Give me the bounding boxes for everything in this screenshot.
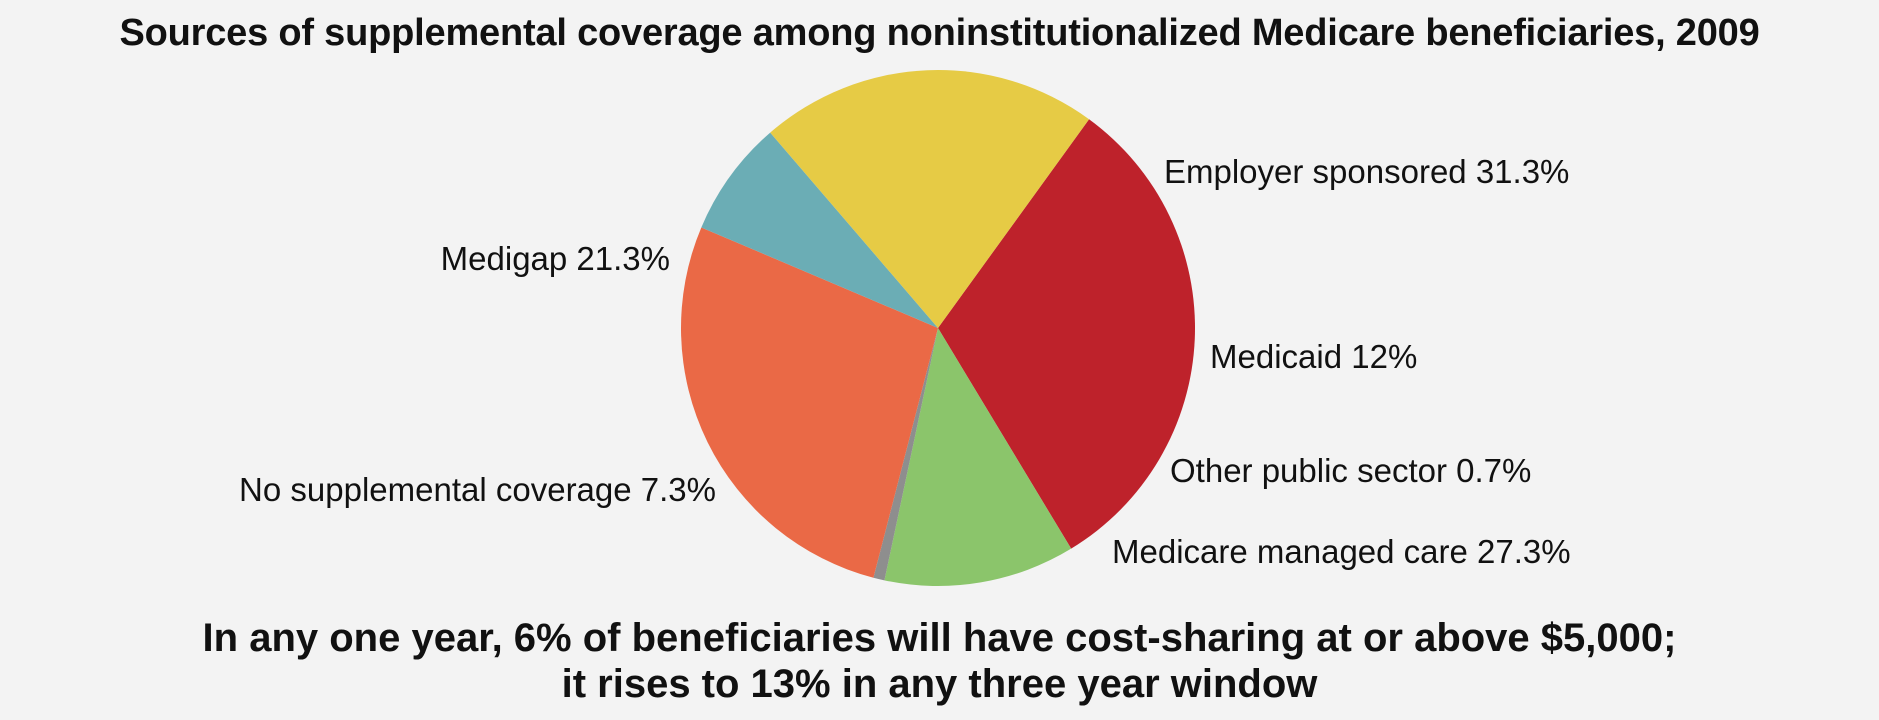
slice-label-no-supplemental-coverage: No supplemental coverage 7.3% <box>239 471 716 508</box>
pie-slice-other-public-sector <box>873 328 938 581</box>
slice-label-medicare-managed-care: Medicare managed care 27.3% <box>1112 533 1571 570</box>
pie-slice-employer-sponsored <box>938 119 1196 549</box>
pie-slice-medicaid <box>884 328 1072 587</box>
slice-label-medicaid: Medicaid 12% <box>1210 338 1417 375</box>
chart-title: Sources of supplemental coverage among n… <box>119 12 1760 54</box>
slice-label-employer-sponsored: Employer sponsored 31.3% <box>1164 153 1569 190</box>
slice-label-medigap: Medigap 21.3% <box>441 240 670 277</box>
slice-labels: Employer sponsored 31.3% Medicaid 12% Othe… <box>239 153 1571 570</box>
footer-line-1: In any one year, 6% of beneficiaries wil… <box>202 616 1677 660</box>
pie-slice-medicare-managed-care <box>680 227 938 578</box>
footer-note: In any one year, 6% of beneficiaries wil… <box>0 615 1879 707</box>
pie-slice-no-supplemental-coverage <box>701 132 938 328</box>
pie-slice-medigap <box>770 70 1090 328</box>
footer-line-2: it rises to 13% in any three year window <box>561 662 1318 706</box>
pie-slices <box>680 70 1196 587</box>
slice-label-other-public-sector: Other public sector 0.7% <box>1170 452 1531 489</box>
